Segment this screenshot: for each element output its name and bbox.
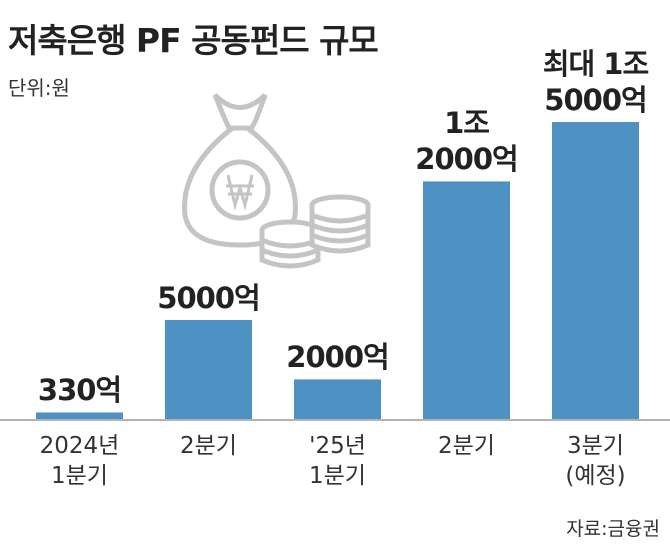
value-label: 최대 1조 5000억 (542, 47, 649, 117)
value-label: 2000억 (286, 340, 389, 375)
bar (36, 412, 123, 419)
bar (294, 379, 381, 419)
chart-title: 저축은행 PF 공동펀드 규모 (8, 21, 379, 60)
x-tick-label: '25년 1분기 (309, 433, 366, 489)
source-note: 자료:금융권 (566, 518, 660, 540)
bar (423, 181, 510, 419)
value-label: 5000억 (157, 281, 260, 315)
x-tick-label: 2분기 (438, 433, 495, 459)
x-tick-label: 3분기 (예정) (565, 433, 626, 489)
money-bag-icon (182, 93, 371, 269)
value-label: 1조 2000억 (415, 106, 518, 177)
bar (552, 122, 639, 419)
bar (165, 320, 252, 419)
unit-note: 단위:원 (8, 76, 70, 100)
value-label: 330억 (37, 373, 122, 408)
x-tick-label: 2024년 1분기 (39, 433, 120, 489)
x-tick-label: 2분기 (180, 433, 237, 459)
